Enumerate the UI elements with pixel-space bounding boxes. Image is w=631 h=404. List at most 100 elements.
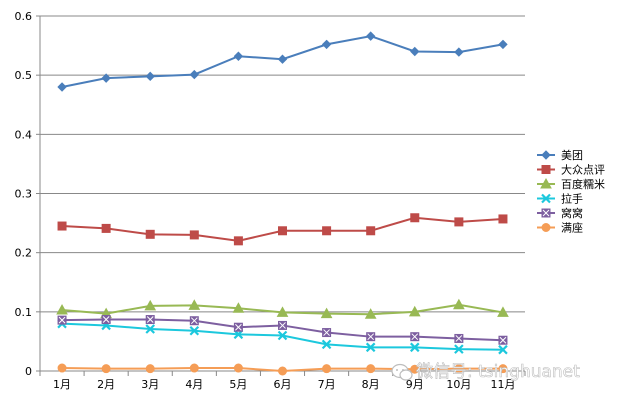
data-point — [145, 324, 156, 334]
series-2 — [56, 298, 509, 319]
marker-shape — [57, 363, 67, 373]
marker-shape — [145, 229, 155, 239]
y-tick-label: 0.1 — [15, 306, 33, 319]
data-point — [497, 306, 509, 317]
marker-shape — [233, 236, 243, 246]
marker-shape — [321, 39, 332, 50]
x-tick-label: 8月 — [362, 378, 380, 391]
data-point — [498, 39, 508, 50]
y-tick-label: 0.2 — [15, 247, 33, 260]
marker-stroke — [409, 342, 420, 353]
y-tick-label: 0.3 — [15, 188, 33, 201]
data-point — [145, 315, 155, 325]
marker-shape — [541, 150, 551, 160]
data-point — [408, 305, 421, 317]
marker-shape — [453, 298, 465, 310]
data-point — [101, 73, 111, 83]
marker-shape — [320, 307, 333, 319]
data-point — [322, 364, 332, 374]
data-point — [276, 306, 289, 317]
marker-stroke — [189, 325, 200, 336]
x-tick-label: 4月 — [185, 378, 203, 391]
data-point — [498, 344, 508, 355]
data-point — [145, 71, 155, 82]
data-point — [365, 342, 376, 353]
marker-stroke — [235, 323, 242, 331]
marker-shape — [189, 363, 199, 373]
legend-marker — [541, 223, 551, 232]
series-5 — [57, 363, 508, 376]
marker-stroke — [323, 329, 330, 336]
gridlines — [40, 15, 525, 313]
marker-stroke — [541, 193, 551, 204]
marker-shape — [278, 366, 287, 376]
marker-shape — [189, 230, 199, 240]
data-point — [454, 217, 464, 227]
marker-shape — [277, 54, 288, 64]
series-0 — [57, 31, 508, 92]
marker-shape — [410, 213, 420, 223]
marker-shape — [541, 223, 551, 232]
marker-shape — [233, 51, 244, 61]
series-1 — [57, 213, 508, 246]
marker-stroke — [321, 339, 332, 350]
marker-shape — [454, 47, 464, 57]
data-point — [278, 226, 287, 236]
wechat-icon — [391, 363, 413, 381]
data-point — [364, 308, 377, 319]
marker-shape — [322, 364, 332, 374]
data-point — [57, 363, 67, 373]
marker-stroke — [367, 333, 375, 341]
axes: 0 0.1 0.2 0.3 0.4 0.5 0.6 1月 2月 3月 4月 5月 6月 7月 8月 9月 10月… — [15, 10, 526, 391]
data-point — [454, 364, 464, 374]
marker-shape — [365, 31, 376, 41]
legend-marker — [541, 165, 551, 174]
x-tick-label: 5月 — [229, 378, 247, 391]
y-tick-label: 0.4 — [15, 128, 33, 141]
marker-shape — [188, 299, 201, 310]
marker-stroke — [277, 330, 288, 341]
data-point — [233, 236, 243, 246]
data-point — [322, 328, 332, 338]
legend-item: 窝窝 — [537, 206, 583, 220]
legend-label: 大众点评 — [561, 163, 605, 177]
marker-shape — [498, 214, 508, 224]
data-point — [498, 214, 508, 224]
marker-shape — [322, 226, 332, 236]
data-point — [321, 339, 332, 350]
data-point — [233, 363, 243, 373]
data-point — [233, 322, 243, 332]
data-point — [189, 69, 200, 80]
data-point — [101, 364, 111, 374]
marker-shape — [541, 165, 551, 174]
marker-shape — [497, 306, 509, 317]
series-4 — [57, 315, 508, 345]
data-point — [498, 335, 508, 345]
y-tick-label: 0.5 — [15, 69, 33, 82]
data-point — [189, 363, 199, 373]
y-tick-label: 0 — [25, 365, 32, 378]
marker-shape — [56, 304, 68, 315]
marker-stroke — [411, 333, 419, 341]
x-tick-label: 1月 — [53, 378, 71, 391]
data-point — [322, 226, 332, 236]
data-point — [454, 344, 464, 354]
marker-shape — [57, 221, 67, 231]
marker-stroke — [145, 324, 156, 334]
marker-shape — [408, 305, 421, 317]
data-point — [454, 333, 464, 343]
marker-shape — [145, 71, 155, 82]
data-point — [56, 304, 68, 315]
x-tick-label: 10月 — [446, 378, 471, 391]
data-point — [365, 31, 376, 41]
marker-stroke — [279, 322, 286, 329]
data-point — [101, 315, 111, 325]
marker-stroke — [58, 316, 66, 324]
data-point — [454, 47, 464, 57]
data-point — [57, 82, 67, 92]
legend-label: 拉手 — [561, 192, 583, 206]
data-point — [409, 342, 420, 353]
x-tick-label: 6月 — [274, 378, 292, 391]
